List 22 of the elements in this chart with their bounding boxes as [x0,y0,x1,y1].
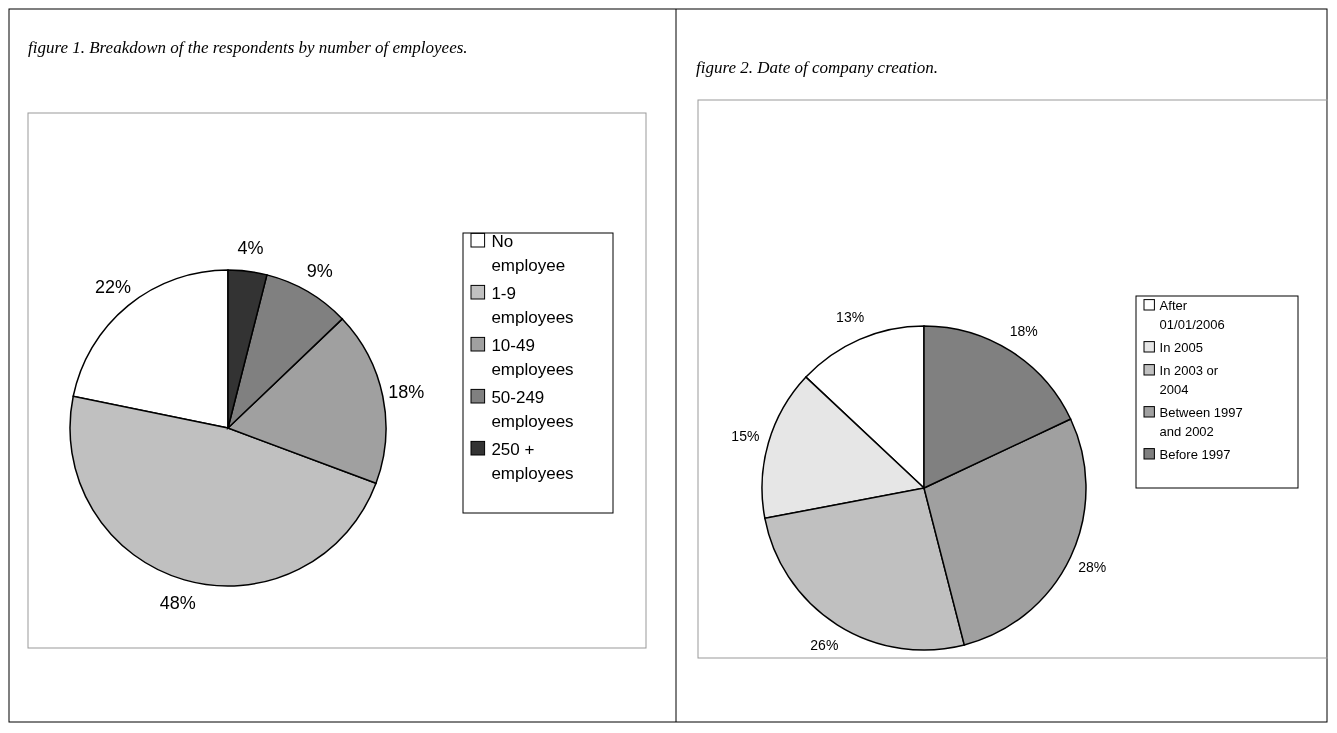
legend-label: After 01/01/2006 [1159,298,1225,332]
legend-label: Before 1997 [1159,447,1231,462]
data-label: 26% [810,636,839,653]
legend-label: 1-9 employees [491,284,574,327]
legend-label: In 2003 or 2004 [1159,363,1219,397]
data-label: 22% [94,277,131,298]
data-label: 15% [731,428,760,445]
chart-title: figure 1. Breakdown of the respondents by number of employees. [28,38,468,57]
data-label: 4% [237,237,264,258]
legend-label: Between 1997 and 2002 [1159,405,1243,439]
data-label: 9% [306,261,333,282]
data-label: 48% [159,593,196,614]
legend-label: 250 + employees [491,440,574,483]
data-label: 18% [1009,322,1038,339]
legend-label: 10-49 employees [491,336,574,379]
data-label: 18% [388,381,425,402]
legend-label: In 2005 [1159,340,1203,355]
data-label: 13% [836,309,865,326]
data-label: 28% [1078,559,1107,576]
chart-title: figure 2. Date of company creation. [696,58,938,77]
legend-label: 50-249 employees [491,388,574,431]
legend-label: No employee [491,232,566,275]
